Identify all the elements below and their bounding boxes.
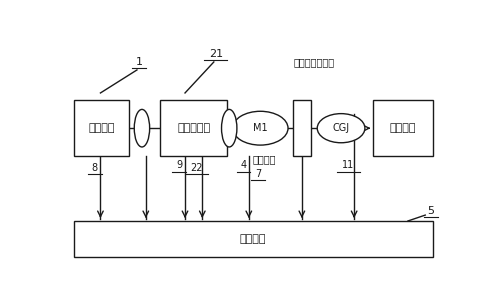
- Text: 车载电机: 车载电机: [252, 155, 276, 165]
- Bar: [293, 100, 311, 156]
- Text: 1: 1: [135, 57, 142, 67]
- Text: 电机控制器: 电机控制器: [177, 123, 210, 133]
- Bar: [73, 221, 433, 257]
- Text: 22: 22: [190, 163, 203, 173]
- Bar: [160, 100, 227, 156]
- Text: 7: 7: [255, 169, 261, 179]
- Text: 4: 4: [241, 160, 247, 170]
- Ellipse shape: [134, 109, 150, 147]
- Text: 8: 8: [92, 163, 98, 173]
- Bar: [73, 100, 129, 156]
- Text: 21: 21: [209, 49, 223, 59]
- Text: 11: 11: [342, 160, 355, 170]
- Text: 测控单元: 测控单元: [240, 234, 266, 244]
- Text: 转矩转速传感器: 转矩转速传感器: [293, 57, 334, 67]
- Ellipse shape: [222, 109, 237, 147]
- Text: 整流电源: 整流电源: [88, 123, 115, 133]
- Text: CGJ: CGJ: [332, 123, 350, 133]
- Bar: [373, 100, 433, 156]
- Text: 5: 5: [428, 206, 434, 216]
- Text: M1: M1: [253, 123, 268, 133]
- Circle shape: [233, 111, 288, 145]
- Circle shape: [317, 114, 365, 143]
- Text: 水冷系统: 水冷系统: [390, 123, 417, 133]
- Text: 9: 9: [176, 160, 183, 170]
